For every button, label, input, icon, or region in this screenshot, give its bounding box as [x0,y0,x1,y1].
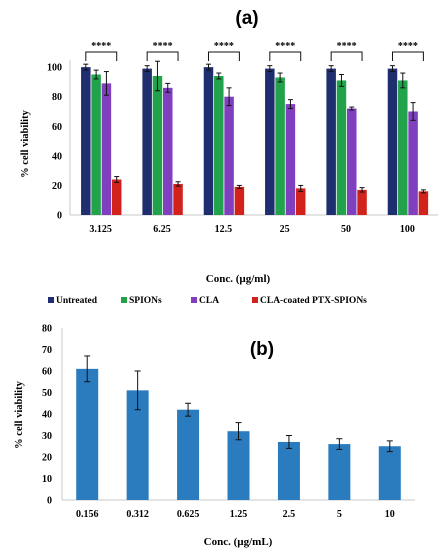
significance-marker: **** [91,41,111,52]
y-tick-label-b: 40 [42,410,52,421]
panel-b-label: (b) [250,339,274,360]
x-tick-label-a: 3.125 [89,224,112,235]
x-tick-label-b: 10 [385,509,395,520]
bar-spions [398,80,408,215]
bar-spions [91,74,101,215]
legend-swatch [252,297,258,303]
y-tick-label-b: 0 [47,496,52,507]
x-ticks-a: 3.125 6.25 12.5 25 50 100 [89,224,414,235]
bar [277,441,300,500]
y-axis-label-b: % cell viability [14,380,25,448]
legend-label: CLA [199,296,219,306]
significance-bracket [146,51,179,61]
x-tick-label-a: 12.5 [215,224,233,235]
y-axis-b: 0 10 20 30 40 50 60 70 80 [42,324,415,507]
y-tick-label-a: 20 [52,181,62,192]
bar-cla [408,111,418,215]
bar-cla-coated-ptx-spions [418,191,429,215]
x-tick-label-b: 1.25 [230,509,248,520]
y-tick-label-b: 30 [42,431,52,442]
x-tick-label-a: 100 [400,224,415,235]
legend-swatch [121,297,127,303]
y-tick-label-a: 40 [52,151,62,162]
x-tick-label-b: 5 [337,509,342,520]
y-tick-label-b: 60 [42,367,52,378]
bar-cla [101,83,112,215]
significance-marker: **** [153,41,173,52]
bar-spions [152,75,163,215]
legend-swatch [48,297,54,303]
significance-brackets-a: **** **** **** **** **** **** [85,41,424,61]
bar [126,390,149,500]
bar [227,431,250,500]
significance-bracket [85,51,118,61]
legend-label: Untreated [56,296,98,306]
bar-spions [214,75,224,215]
bar-cla-coated-ptx-spions [234,186,245,215]
x-tick-label-a: 6.25 [153,224,171,235]
bar-cla-coated-ptx-spions [173,183,183,215]
x-tick-label-a: 50 [341,224,351,235]
legend-swatch [191,297,197,303]
bar-cla-coated-ptx-spions [357,189,367,215]
bar-untreated [142,68,152,215]
y-tick-label-b: 10 [42,474,52,485]
bar-spions [275,77,285,215]
y-axis-label-a: % cell viability [20,109,31,177]
chart-b: (b) 0 10 20 30 40 50 60 70 80 0.156 0.312 0.625 1.2… [14,324,415,548]
bar [378,446,401,500]
y-axis-a: 0 20 40 60 80 100 [47,60,438,222]
bar-untreated [326,68,336,215]
x-axis-label-a: Conc. (µg/ml) [206,273,271,285]
error-bars-a [83,60,426,194]
x-axis-label-b: Conc. (µg/mL) [204,536,273,548]
y-tick-label-b: 70 [42,345,52,356]
significance-bracket [269,51,302,61]
panel-a-label: (a) [235,8,258,29]
bar-cla [285,104,296,215]
x-tick-label-b: 2.5 [283,509,296,520]
bar [177,409,200,500]
x-tick-label-b: 0.156 [76,509,99,520]
bar-untreated [203,67,214,215]
bar-cla [347,108,357,215]
bar-untreated [387,68,398,215]
y-tick-label-a: 100 [47,63,62,74]
significance-bracket [391,51,424,61]
x-tick-label-b: 0.625 [177,509,200,520]
significance-marker: **** [275,41,295,52]
significance-marker: **** [337,41,357,52]
y-tick-label-a: 60 [52,122,62,133]
y-tick-label-b: 50 [42,388,52,399]
y-tick-label-b: 20 [42,453,52,464]
bar-cla-coated-ptx-spions [111,179,122,215]
bar-untreated [265,68,275,215]
bar-spions [336,80,347,215]
bar-cla [224,96,234,215]
significance-marker: **** [398,41,418,52]
y-tick-label-a: 0 [57,211,62,222]
bars-a [81,67,429,215]
x-tick-label-b: 0.312 [126,509,149,520]
bar [328,444,351,500]
significance-bracket [207,51,240,61]
significance-bracket [330,51,363,61]
y-tick-label-b: 80 [42,324,52,335]
legend-label: CLA-coated PTX-SPIONs [260,296,367,306]
significance-marker: **** [214,41,234,52]
legend-label: SPIONs [129,296,162,306]
y-tick-label-a: 80 [52,92,62,103]
bar-untreated [81,67,91,215]
x-tick-label-a: 25 [280,224,290,235]
error-bars-b [84,355,393,453]
legend-a: Untreated SPIONs CLA CLA-coated PTX-SPIONs [48,296,367,306]
bars-b [76,368,401,500]
x-ticks-b: 0.156 0.312 0.625 1.25 2.5 5 10 [76,509,395,520]
bar-cla [163,87,173,215]
bar [76,368,99,500]
bar-cla-coated-ptx-spions [295,188,306,215]
